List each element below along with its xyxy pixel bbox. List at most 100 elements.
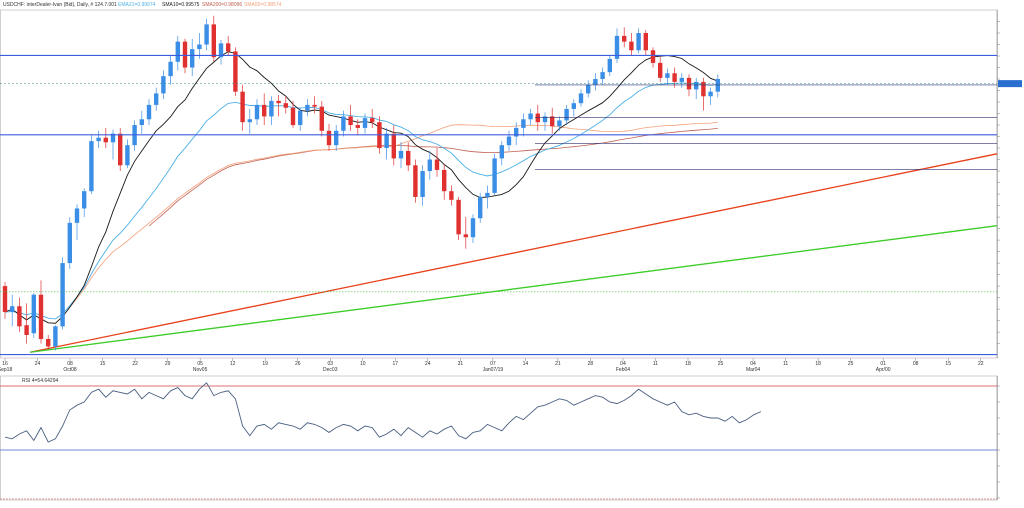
time-axis-label: 16Sep18 (0, 361, 12, 373)
ema21-line (4, 82, 718, 320)
candle-body (197, 44, 202, 50)
candle-body (557, 120, 562, 127)
candle-body (586, 84, 591, 94)
time-axis-label-line: Dec03 (323, 367, 338, 373)
candle-body (701, 81, 706, 97)
time-axis-label-line: 22 (978, 361, 984, 367)
time-axis-label: 08 (913, 361, 919, 367)
time-axis-label-line: 19 (262, 361, 268, 367)
candle-body (96, 137, 101, 142)
time-axis-label-line: Apr/00 (876, 367, 891, 373)
candle-body (600, 72, 605, 80)
time-axis-label: 01 Apr/00 (876, 361, 891, 373)
candle-body (535, 113, 540, 123)
candle-body (506, 136, 512, 146)
candle-body (240, 91, 245, 123)
candle-body (182, 41, 188, 68)
chart-header-ema21: EMA21=0.99974 (118, 2, 156, 8)
candle-body (24, 325, 29, 335)
trendlines-layer (29, 153, 998, 353)
candle-body (607, 58, 612, 73)
rsi-line (4, 382, 762, 443)
candle-body (334, 130, 339, 146)
time-axis-label-line: 17 (393, 361, 399, 367)
time-axis-label-line: 10 (360, 361, 366, 367)
chart-frame (0, 9, 998, 501)
candle-body (74, 208, 80, 223)
candle-body (211, 24, 216, 58)
time-axis-label: 22 (132, 361, 138, 367)
time-axis-label: 17 (393, 361, 399, 367)
candle-body (499, 145, 504, 159)
time-axis-label-line: 05 (197, 361, 203, 367)
candle-body (118, 133, 123, 166)
axes-layer: 16Sep182408Oct0815222905Nov0512192603Dec… (0, 21, 1000, 373)
chart-header-symbol: USDCHF: interDealer-Ivan (Bid), Daily, #… (3, 2, 117, 8)
candle-body (139, 119, 144, 126)
candle-body (406, 150, 411, 166)
candle-body (514, 127, 519, 137)
candle-body (449, 191, 454, 200)
candle-body (233, 51, 238, 92)
candle-body (276, 100, 281, 104)
time-axis-label-line: Feb04 (616, 367, 630, 373)
candle-body (650, 50, 656, 63)
time-axis-label-line: 25 (848, 361, 854, 367)
candle-body (254, 104, 260, 120)
candle-body (550, 116, 555, 127)
candle-body (355, 125, 360, 128)
candle-body (312, 104, 317, 107)
candle-body (89, 141, 94, 192)
time-axis-label-line: 08 (67, 361, 73, 367)
candle-body (427, 159, 432, 172)
candle-body (161, 76, 166, 94)
time-axis-label: 10 (360, 361, 366, 367)
candle-body (204, 24, 209, 45)
candle-body (67, 222, 72, 264)
candle-body (492, 158, 497, 193)
time-axis-label-line: 03 (327, 361, 333, 367)
time-axis-label: 29 (165, 361, 171, 367)
candle-body (305, 104, 310, 111)
time-axis-label-line: 04 (750, 361, 756, 367)
time-axis-label: 22 (978, 361, 984, 367)
time-axis-label-line: Oct08 (63, 367, 77, 373)
candle-body (622, 35, 627, 42)
candle-body (319, 106, 324, 131)
candle-body (103, 137, 108, 143)
sma10-line (4, 51, 718, 324)
candle-body (290, 107, 296, 126)
time-axis-label-line: 16 (2, 361, 8, 367)
time-axis-label-line: 24 (35, 361, 41, 367)
time-axis-label-line: 01 (880, 361, 886, 367)
candle-body (715, 79, 720, 92)
candle-body (413, 165, 418, 197)
time-axis-label: 11 (653, 361, 658, 367)
time-axis-label-line: 18 (815, 361, 821, 367)
time-axis-label-line: 25 (718, 361, 724, 367)
candle-body (53, 326, 58, 347)
candle-body (665, 73, 670, 78)
trendline-green (29, 225, 998, 353)
candle-body (154, 93, 159, 105)
chart-header-sma200: SMA200=0.98096 (202, 2, 242, 8)
candle-body (542, 116, 548, 123)
candle-body (708, 91, 713, 97)
candle-body (283, 103, 288, 108)
time-axis-label: 11 (783, 361, 788, 367)
time-axis-label-line: Mar04 (746, 367, 760, 373)
time-axis-label-line: Nov05 (193, 367, 208, 373)
moving-averages-layer (4, 51, 718, 324)
rsi-legend: RSI 4=54.64294 (22, 378, 58, 384)
time-axis-label: 21 (555, 361, 561, 367)
time-axis-label-line: 14 (523, 361, 529, 367)
time-axis-label: 03 Dec03 (323, 361, 338, 373)
candle-body (17, 306, 22, 327)
time-axis-label: 25 (718, 361, 724, 367)
candle-body (125, 145, 130, 166)
candle-body (643, 33, 648, 51)
candle-body (571, 103, 576, 109)
time-axis-label: 24 (35, 361, 41, 367)
candle-body (434, 159, 440, 170)
time-axis-label-line: 21 (555, 361, 561, 367)
